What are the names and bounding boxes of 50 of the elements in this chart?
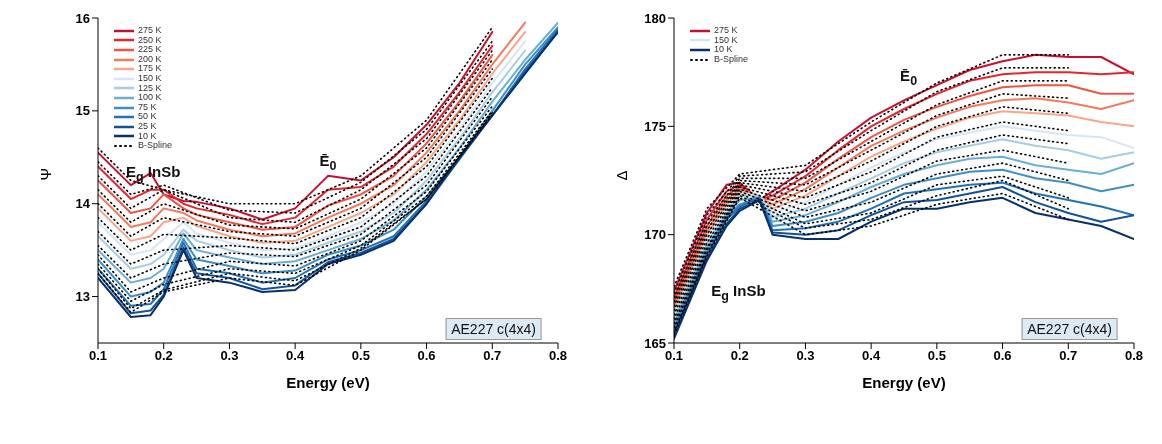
legend-label: 125 K [138, 82, 162, 94]
y-tick-label: 165 [644, 335, 666, 351]
legend-label: 275 K [714, 25, 738, 36]
x-tick-label: 0.4 [862, 348, 881, 364]
x-tick-label: 0.8 [548, 348, 568, 364]
annotation: AE227 c(4x4) [445, 317, 543, 340]
annotation: E$_{g}$ InSb [711, 281, 766, 303]
x-tick-label: 0.4 [286, 348, 305, 364]
legend-label: 10 K [138, 130, 157, 141]
x-tick-label: 0.5 [927, 348, 946, 364]
y-axis-title: Ψ [37, 167, 55, 181]
x-tick-label: 0.6 [417, 348, 436, 364]
annotation: Ē$_{0}$ [319, 151, 337, 173]
legend-label: 275 K [138, 25, 162, 36]
legend-label: 100 K [138, 92, 162, 103]
x-tick-label: 0.2 [154, 348, 173, 364]
x-axis-title: Energy (eV) [862, 374, 946, 391]
y-tick-label: 170 [644, 227, 666, 243]
annotation: AE227 c(4x4) [1021, 317, 1119, 340]
x-tick-label: 0.3 [796, 348, 815, 364]
x-tick-label: 0.7 [1059, 348, 1078, 364]
legend-label: 200 K [138, 53, 162, 65]
annotation: Ē$_{0}$ [900, 66, 918, 88]
x-tick-label: 0.2 [730, 348, 749, 364]
x-tick-label: 0.6 [993, 348, 1012, 364]
legend-label: 225 K [138, 44, 162, 55]
legend-label: 10 K [714, 44, 733, 55]
x-tick-label: 0.5 [351, 348, 370, 364]
x-tick-label: 0.7 [483, 348, 502, 364]
x-tick-label: 0.1 [664, 348, 684, 364]
legend-label: 150 K [714, 34, 738, 46]
x-tick-label: 0.8 [1124, 348, 1144, 364]
legend-label: 75 K [138, 101, 157, 113]
legend-label: B-Spline [138, 140, 173, 151]
x-tick-label: 0.3 [220, 348, 239, 364]
y-tick-label: 13 [75, 289, 90, 305]
legend-label: B-Spline [714, 53, 749, 65]
y-axis-title: Δ [613, 170, 631, 181]
legend-label: 175 K [138, 63, 162, 74]
legend-label: 150 K [138, 72, 162, 84]
x-tick-label: 0.1 [88, 348, 108, 364]
legend-label: 50 K [138, 111, 157, 122]
y-tick-label: 16 [75, 10, 90, 26]
x-axis-title: Energy (eV) [286, 374, 370, 391]
legend-label: 25 K [138, 120, 157, 132]
y-tick-label: 14 [75, 196, 91, 212]
y-tick-label: 175 [644, 118, 666, 134]
y-tick-label: 15 [75, 103, 90, 119]
y-tick-label: 180 [644, 10, 666, 26]
legend-label: 250 K [138, 34, 162, 46]
